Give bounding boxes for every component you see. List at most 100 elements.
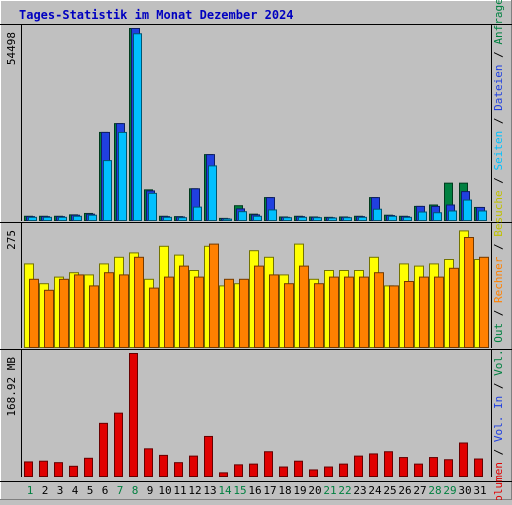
bar-volumen-day-7 [114,412,123,477]
x-tick-label: 12 [188,484,201,497]
x-tick-label: 22 [338,484,351,497]
bar-seiten-day-3 [58,216,67,221]
bar-seiten-day-16 [253,215,262,222]
x-tick-label: 27 [413,484,426,497]
bar-rechner-day-17 [269,274,279,348]
bar-seiten-day-5 [88,214,97,222]
bar-seiten-day-21 [328,217,337,222]
x-tick-label: 31 [473,484,486,497]
bar-rechner-day-5 [89,285,99,348]
bar-seiten-day-20 [313,217,322,222]
chart-title: Tages-Statistik im Monat Dezember 2024 [19,8,294,22]
x-tick-label: 18 [278,484,291,497]
legend-entry: Vol. Out [492,323,505,376]
bar-rechner-day-1 [29,278,39,348]
legend-separator: / [492,376,505,396]
bar-seiten-day-24 [373,208,382,222]
x-tick-label: 5 [87,484,94,497]
bar-volumen-day-20 [309,469,318,477]
legend-entry: Dateien [492,65,505,111]
bar-volumen-day-15 [234,464,243,478]
bar-rechner-day-23 [359,276,369,349]
panel-top: 54498 [0,24,512,222]
x-tick-label: 21 [323,484,336,497]
panels-layer: 54498 275 168.92 MB [0,24,512,478]
bar-seiten-day-26 [403,216,412,221]
bar-seiten-day-18 [283,217,292,222]
bar-volumen-day-4 [69,465,78,477]
bar-rechner-day-12 [194,276,204,349]
right-legend: Volumen / Vol. In / Vol. Out / Rechner /… [492,0,505,500]
bar-seiten-day-27 [418,211,427,222]
bar-rechner-day-18 [284,283,294,349]
bar-rechner-day-29 [449,267,459,348]
bar-volumen-day-14 [219,472,228,477]
bar-seiten-day-25 [388,215,397,222]
legend-entry: Anfragen [492,0,505,45]
x-tick-label: 20 [308,484,321,497]
bar-volumen-day-3 [54,462,63,477]
bar-volumen-day-18 [279,466,288,477]
x-tick-label: 15 [233,484,246,497]
legend-entry: Seiten [492,131,505,171]
bar-seiten-day-31 [478,210,487,221]
bar-seiten-day-11 [178,217,187,222]
x-tick-label: 25 [383,484,396,497]
bar-volumen-day-6 [99,422,108,478]
bar-seiten-day-23 [358,216,367,221]
x-tick-label: 10 [158,484,171,497]
bar-seiten-day-15 [238,211,247,221]
x-tick-label: 24 [368,484,382,497]
bar-volumen-day-1 [24,461,33,477]
x-tick-label: 3 [57,484,64,497]
bar-rechner-day-3 [59,278,69,348]
legend-separator: / [492,303,505,323]
x-tick-label: 9 [147,484,154,497]
bar-volumen-day-19 [294,460,303,478]
bar-rechner-day-7 [119,274,129,348]
x-tick-label: 13 [203,484,216,497]
bar-rechner-day-8 [134,256,144,348]
bar-seiten-day-1 [28,216,37,221]
bar-volumen-day-9 [144,448,153,478]
x-tick-label: 16 [248,484,261,497]
bar-seiten-day-6 [103,160,112,221]
bar-seiten-day-14 [223,218,232,222]
bar-rechner-day-25 [389,285,399,348]
bar-rechner-day-22 [344,276,354,349]
panel-scale-label: 168.92 MB [5,357,18,417]
bar-seiten-day-30 [463,199,472,221]
bar-volumen-day-26 [399,457,408,478]
legend-entry: Rechner [492,256,505,303]
bar-rechner-day-13 [209,243,219,349]
bar-volumen-day-12 [189,455,198,478]
bar-seiten-day-29 [448,210,457,221]
bar-rechner-day-31 [479,256,489,348]
x-tick-label: 11 [173,484,186,497]
bar-volumen-day-2 [39,460,48,478]
bar-volumen-day-25 [384,451,393,477]
panel-middle: 275 [0,222,512,349]
x-tick-label: 28 [428,484,441,497]
bar-seiten-day-13 [208,165,217,221]
x-tick-label: 4 [72,484,79,497]
panel-scale-label: 275 [5,230,18,250]
x-tick-label: 6 [102,484,109,497]
x-tick-label: 17 [263,484,276,497]
panel-bottom: 168.92 MB [0,349,512,478]
bar-rechner-day-14 [224,278,234,348]
x-tick-label: 23 [353,484,366,497]
bar-rechner-day-9 [149,287,159,349]
bar-seiten-day-2 [43,216,52,221]
x-tick-label: 7 [117,484,124,497]
bar-seiten-day-4 [73,215,82,222]
bar-rechner-day-30 [464,237,474,348]
bar-volumen-day-30 [459,442,468,477]
bar-volumen-day-27 [414,463,423,478]
bar-seiten-day-9 [148,192,157,222]
legend-separator: / [492,171,505,191]
bar-seiten-day-7 [118,131,127,221]
x-axis-labels: 1 2 3 4 5 6 7 8 9 10 11 12 13 14 15 16 17 18 19 20 21 22 23 24 2… [0,481,512,497]
